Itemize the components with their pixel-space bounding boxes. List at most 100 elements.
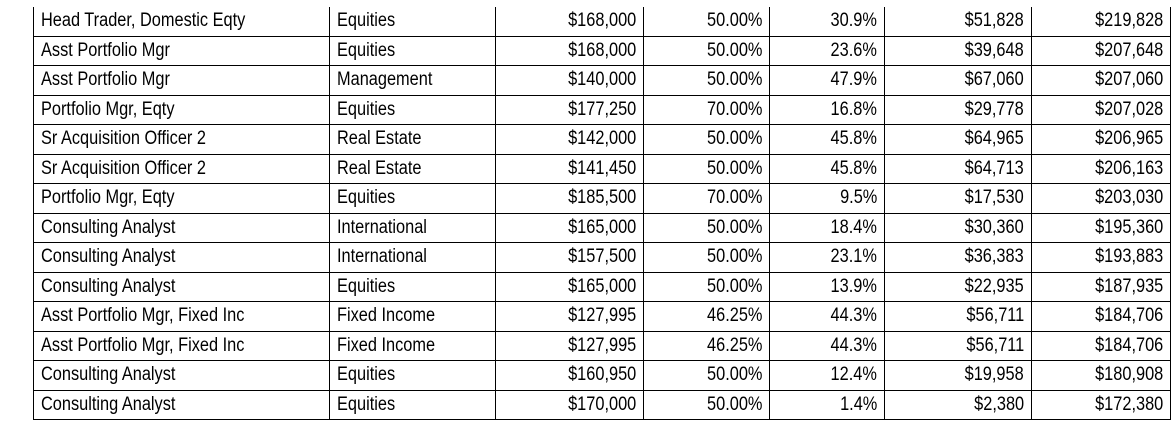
cell-target-percent: 50.00%: [643, 65, 770, 96]
cell-total: $207,060: [1031, 65, 1171, 96]
cell-department: Fixed Income: [329, 301, 496, 332]
cell-job-title: Portfolio Mgr, Eqty: [33, 94, 330, 125]
cell-total: $180,908: [1031, 360, 1171, 391]
table-row: Consulting Analyst Equities $170,000 50.00%…: [33, 389, 1171, 420]
cell-job-title: Asst Portfolio Mgr, Fixed Inc: [33, 330, 330, 361]
cell-target-percent-text: 50.00%: [706, 157, 762, 179]
cell-base-salary: $177,250: [495, 94, 644, 125]
cell-actual-percent: 1.4%: [769, 389, 885, 420]
cell-department-text: Equities: [337, 39, 396, 61]
cell-base-salary: $185,500: [495, 183, 644, 214]
cell-bonus: $17,530: [884, 183, 1032, 214]
cell-department-text: Equities: [337, 98, 396, 120]
cell-job-title-text: Consulting Analyst: [41, 216, 176, 238]
cell-actual-percent: 47.9%: [769, 65, 885, 96]
cell-actual-percent-text: 30.9%: [830, 10, 877, 32]
cell-base-salary: $157,500: [495, 242, 644, 273]
cell-base-salary-text: $185,500: [567, 187, 636, 209]
cell-base-salary-text: $127,995: [567, 305, 636, 327]
cell-target-percent-text: 50.00%: [706, 364, 762, 386]
cell-job-title: Sr Acquisition Officer 2: [33, 124, 330, 155]
cell-bonus: $56,711: [884, 301, 1032, 332]
cell-job-title: Asst Portfolio Mgr: [33, 35, 330, 66]
cell-department: Real Estate: [329, 153, 496, 184]
cell-job-title: Consulting Analyst: [33, 212, 330, 243]
cell-department-text: Real Estate: [337, 157, 422, 179]
cell-actual-percent: 18.4%: [769, 212, 885, 243]
cell-actual-percent-text: 23.1%: [830, 246, 877, 268]
cell-target-percent: 70.00%: [643, 94, 770, 125]
cell-actual-percent: 30.9%: [769, 7, 885, 37]
cell-bonus: $19,958: [884, 360, 1032, 391]
cell-actual-percent-text: 18.4%: [830, 216, 877, 238]
cell-actual-percent: 12.4%: [769, 360, 885, 391]
cell-job-title: Consulting Analyst: [33, 271, 330, 302]
cell-base-salary: $165,000: [495, 212, 644, 243]
cell-actual-percent: 13.9%: [769, 271, 885, 302]
cell-total-text: $172,380: [1094, 393, 1163, 415]
cell-job-title-text: Consulting Analyst: [41, 364, 176, 386]
cell-total: $184,706: [1031, 301, 1171, 332]
cell-bonus: $2,380: [884, 389, 1032, 420]
cell-total: $206,163: [1031, 153, 1171, 184]
cell-job-title: Asst Portfolio Mgr, Fixed Inc: [33, 301, 330, 332]
cell-actual-percent-text: 16.8%: [830, 98, 877, 120]
cell-actual-percent-text: 12.4%: [830, 364, 877, 386]
cell-target-percent-text: 50.00%: [706, 246, 762, 268]
cell-bonus: $30,360: [884, 212, 1032, 243]
cell-job-title-text: Sr Acquisition Officer 2: [41, 157, 206, 179]
cell-base-salary-text: $177,250: [567, 98, 636, 120]
cell-base-salary-text: $168,000: [567, 10, 636, 32]
cell-base-salary: $141,450: [495, 153, 644, 184]
cell-actual-percent: 45.8%: [769, 124, 885, 155]
cell-department-text: Real Estate: [337, 128, 422, 150]
cell-target-percent: 50.00%: [643, 212, 770, 243]
cell-actual-percent-text: 1.4%: [839, 393, 877, 415]
cell-total-text: $195,360: [1094, 216, 1163, 238]
cell-department: Equities: [329, 7, 496, 37]
cell-base-salary-text: $140,000: [567, 69, 636, 91]
compensation-table: Head Trader, Domestic Eqty Equities $168,0…: [33, 7, 1171, 420]
cell-total: $207,648: [1031, 35, 1171, 66]
cell-bonus-text: $36,383: [964, 246, 1024, 268]
cell-actual-percent-text: 44.3%: [830, 334, 877, 356]
cell-target-percent-text: 50.00%: [706, 216, 762, 238]
cell-bonus-text: $22,935: [964, 275, 1024, 297]
cell-job-title: Consulting Analyst: [33, 389, 330, 420]
cell-target-percent: 50.00%: [643, 124, 770, 155]
cell-base-salary: $140,000: [495, 65, 644, 96]
cell-total-text: $219,828: [1094, 10, 1163, 32]
cell-actual-percent-text: 13.9%: [830, 275, 877, 297]
cell-total: $206,965: [1031, 124, 1171, 155]
cell-job-title-text: Asst Portfolio Mgr: [41, 69, 170, 91]
cell-department: International: [329, 242, 496, 273]
table-row: Consulting Analyst International $157,500 5…: [33, 242, 1171, 273]
cell-base-salary: $170,000: [495, 389, 644, 420]
table-body: Head Trader, Domestic Eqty Equities $168,0…: [33, 7, 1171, 420]
cell-base-salary: $168,000: [495, 35, 644, 66]
table-row: Asst Portfolio Mgr Equities $168,000 50.00%…: [33, 35, 1171, 66]
cell-base-salary: $142,000: [495, 124, 644, 155]
cell-department: Equities: [329, 360, 496, 391]
cell-department: Management: [329, 65, 496, 96]
cell-actual-percent: 23.6%: [769, 35, 885, 66]
cell-department: Equities: [329, 271, 496, 302]
cell-job-title-text: Portfolio Mgr, Eqty: [41, 187, 175, 209]
cell-base-salary-text: $160,950: [567, 364, 636, 386]
table-row: Consulting Analyst International $165,000 5…: [33, 212, 1171, 243]
cell-job-title-text: Asst Portfolio Mgr: [41, 39, 170, 61]
cell-total-text: $207,060: [1094, 69, 1163, 91]
table-row: Sr Acquisition Officer 2 Real Estate $141,…: [33, 153, 1171, 184]
cell-base-salary-text: $142,000: [567, 128, 636, 150]
cell-target-percent: 50.00%: [643, 35, 770, 66]
cell-total-text: $180,908: [1094, 364, 1163, 386]
cell-actual-percent: 44.3%: [769, 301, 885, 332]
cell-base-salary-text: $165,000: [567, 216, 636, 238]
cell-bonus-text: $39,648: [964, 39, 1024, 61]
cell-job-title-text: Asst Portfolio Mgr, Fixed Inc: [41, 305, 245, 327]
cell-actual-percent-text: 45.8%: [830, 128, 877, 150]
cell-target-percent-text: 70.00%: [706, 98, 762, 120]
cell-bonus-text: $64,965: [964, 128, 1024, 150]
cell-target-percent-text: 46.25%: [706, 334, 762, 356]
cell-bonus-text: $17,530: [964, 187, 1024, 209]
